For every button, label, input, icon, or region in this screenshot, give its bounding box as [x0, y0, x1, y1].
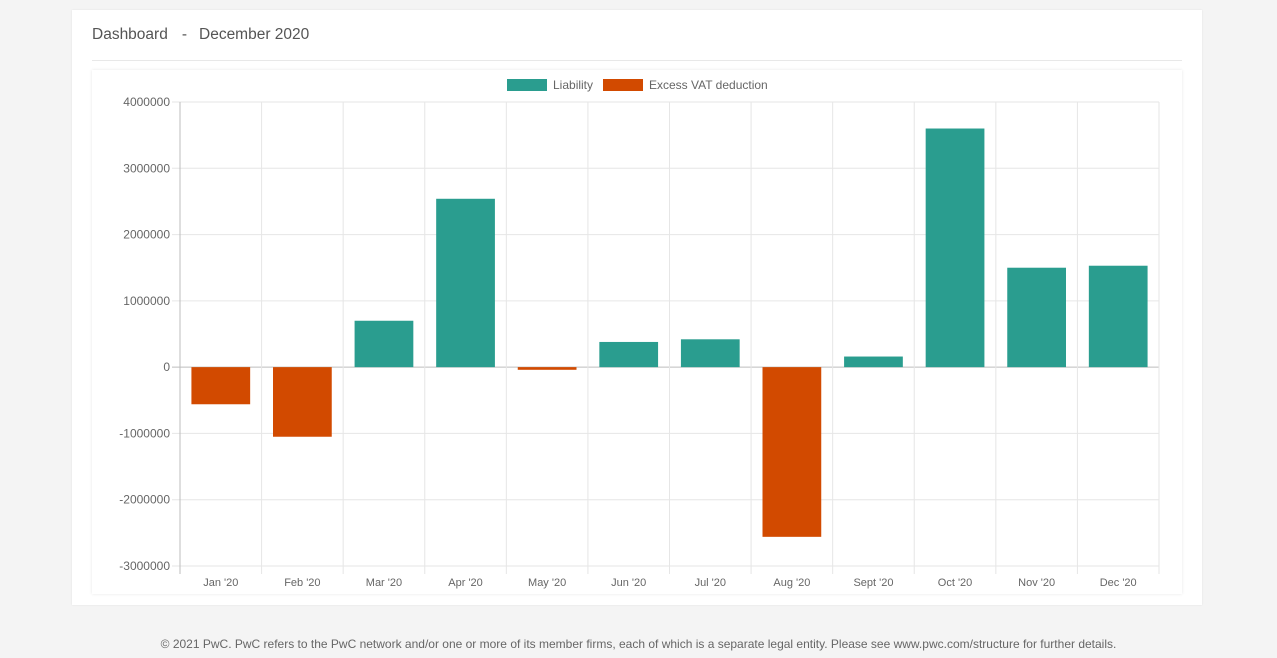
y-tick-label: -1000000 — [119, 426, 170, 440]
chart-grid — [172, 101, 1160, 574]
bar-liability-6 — [680, 339, 740, 368]
page-title: Dashboard — [92, 26, 168, 43]
dashboard-card: Dashboard - December 2020 Liability Excess … — [72, 10, 1202, 605]
x-tick-label: Jan '20 — [203, 577, 238, 589]
x-tick-label: Nov '20 — [1018, 577, 1055, 589]
y-tick-label: 1000000 — [123, 294, 170, 308]
bar-excess-vat-0 — [191, 367, 251, 405]
bar-liability-10 — [1007, 267, 1066, 368]
y-tick-label: -2000000 — [119, 493, 170, 507]
bar-liability-8 — [844, 356, 903, 368]
x-tick-label: Oct '20 — [938, 577, 973, 589]
legend-label-0: Liability — [553, 78, 593, 92]
bar-liability-9 — [925, 128, 985, 368]
y-tick-label: 4000000 — [123, 95, 170, 109]
vat-bar-chart: Liability Excess VAT deduction 4000000 300… — [119, 78, 1160, 589]
footer-text: © 2021 PwC. PwC refers to the PwC networ… — [160, 637, 1117, 651]
y-tick-label: -3000000 — [119, 559, 170, 573]
y-tick-label: 0 — [163, 360, 170, 374]
x-axis: Jan '20 Feb '20 Mar '20 Apr '20 May '20 Jun '… — [203, 577, 1136, 589]
bar-liability-5 — [599, 341, 659, 368]
dashboard-header: Dashboard - December 2020 — [92, 24, 1182, 61]
x-tick-label: Sept '20 — [853, 577, 893, 589]
chart-bars — [191, 128, 1148, 537]
y-tick-label: 3000000 — [123, 161, 170, 175]
chart-legend: Liability Excess VAT deduction — [507, 78, 768, 92]
x-tick-label: Feb '20 — [284, 577, 320, 589]
bar-liability-2 — [354, 320, 414, 368]
legend-swatch-0 — [507, 79, 547, 91]
title-separator: - — [181, 26, 187, 43]
bar-excess-vat-4 — [517, 367, 577, 370]
x-tick-label: Jul '20 — [695, 577, 726, 589]
bar-excess-vat-1 — [273, 367, 332, 437]
x-tick-label: Dec '20 — [1100, 577, 1137, 589]
y-tick-label: 2000000 — [123, 228, 170, 242]
bar-liability-3 — [436, 198, 495, 368]
legend-label-1: Excess VAT deduction — [649, 78, 768, 92]
legend-swatch-1 — [603, 79, 643, 91]
x-tick-label: Apr '20 — [448, 577, 483, 589]
chart-container: Liability Excess VAT deduction 4000000 300… — [92, 70, 1182, 594]
bar-liability-11 — [1088, 265, 1148, 368]
x-tick-label: May '20 — [528, 577, 566, 589]
period-label: December 2020 — [199, 26, 310, 43]
x-tick-label: Mar '20 — [366, 577, 402, 589]
y-axis: 4000000 3000000 2000000 1000000 0 -1000000 -20… — [119, 95, 170, 573]
x-tick-label: Jun '20 — [611, 577, 646, 589]
x-tick-label: Aug '20 — [773, 577, 810, 589]
bar-excess-vat-7 — [762, 367, 822, 537]
